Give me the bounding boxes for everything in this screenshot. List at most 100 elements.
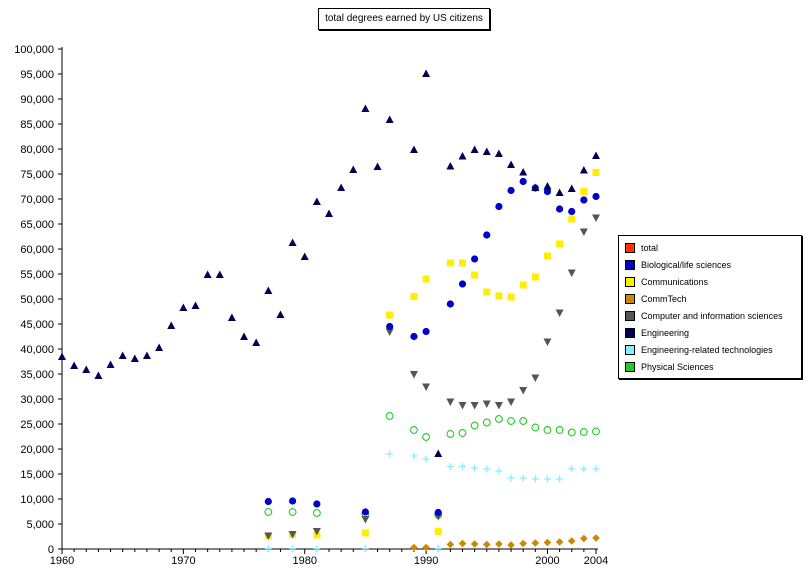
data-point xyxy=(410,452,418,460)
x-tick-label: 1980 xyxy=(292,555,316,567)
data-point xyxy=(288,531,297,539)
data-point xyxy=(313,500,321,508)
data-point xyxy=(264,508,273,516)
data-point xyxy=(361,104,370,112)
y-axis: 0 5,000 10,000 15,000 20,000 25,000 30,000 35,0… xyxy=(14,44,63,556)
y-tick-label: 15,000 xyxy=(20,469,54,481)
data-point xyxy=(422,275,430,283)
data-point xyxy=(312,509,321,517)
x-tick-label: 2000 xyxy=(535,555,559,567)
data-point xyxy=(567,269,576,277)
data-point xyxy=(568,207,576,216)
data-point xyxy=(470,540,479,548)
data-point xyxy=(531,273,539,281)
data-point xyxy=(495,292,503,300)
data-point xyxy=(531,374,540,382)
data-point xyxy=(349,165,358,173)
data-point xyxy=(507,398,516,406)
data-point xyxy=(446,398,455,406)
y-tick-label: 80,000 xyxy=(20,144,54,156)
data-point xyxy=(495,202,503,211)
data-point xyxy=(531,423,540,432)
data-point xyxy=(312,528,321,536)
data-point xyxy=(543,426,552,434)
y-tick-label: 45,000 xyxy=(20,319,54,331)
data-point xyxy=(459,463,466,470)
y-tick-label: 85,000 xyxy=(20,119,54,131)
data-point xyxy=(543,252,551,260)
legend-item-engineering: Engineering xyxy=(625,327,689,339)
data-point xyxy=(519,539,527,548)
y-tick-label: 20,000 xyxy=(20,444,54,456)
data-point xyxy=(495,540,503,548)
data-point xyxy=(482,418,491,427)
data-point xyxy=(470,402,479,410)
data-point xyxy=(507,160,516,168)
y-tick-label: 55,000 xyxy=(20,269,54,281)
data-point xyxy=(325,209,333,217)
data-point xyxy=(264,286,273,294)
data-point xyxy=(543,338,552,346)
data-point xyxy=(543,538,552,547)
data-point xyxy=(567,537,576,545)
data-point xyxy=(361,516,370,524)
y-tick-label: 25,000 xyxy=(20,419,54,431)
data-point xyxy=(227,313,236,321)
data-point xyxy=(519,417,528,425)
data-point xyxy=(580,534,588,543)
data-point xyxy=(264,532,273,540)
data-point xyxy=(519,387,528,395)
y-tick-label: 75,000 xyxy=(20,169,54,181)
legend-label: Communications xyxy=(641,277,709,287)
legend-swatch xyxy=(625,362,635,372)
y-tick-label: 70,000 xyxy=(20,194,54,206)
data-point xyxy=(555,188,564,196)
data-point xyxy=(337,183,346,191)
data-point xyxy=(106,360,115,368)
data-point xyxy=(386,311,394,319)
data-point xyxy=(434,508,442,517)
data-point xyxy=(386,322,394,331)
legend-label: Biological/life sciences xyxy=(641,260,732,270)
data-point xyxy=(118,351,127,359)
data-point xyxy=(592,192,600,201)
data-point xyxy=(446,162,455,170)
data-point xyxy=(361,545,369,552)
data-point xyxy=(446,300,454,308)
data-point xyxy=(470,145,479,153)
y-tick-label: 100,000 xyxy=(14,44,54,56)
legend-item-commtech: CommTech xyxy=(625,293,687,305)
series-commtech xyxy=(410,534,600,552)
data-point xyxy=(592,214,600,222)
data-point xyxy=(130,354,139,362)
data-point xyxy=(495,467,503,475)
x-tick-label: 2004 xyxy=(584,555,608,567)
data-point xyxy=(288,238,297,246)
data-point xyxy=(288,497,297,505)
data-point xyxy=(579,428,588,436)
y-tick-label: 30,000 xyxy=(20,394,54,406)
data-point xyxy=(519,474,527,482)
data-point xyxy=(288,508,297,516)
legend-item-biological-life-sciences: Biological/life sciences xyxy=(625,259,731,271)
data-point xyxy=(446,259,454,267)
legend-label: total xyxy=(641,243,659,253)
series-computer-and-information-sciences xyxy=(264,214,600,540)
data-point xyxy=(94,371,103,379)
legend-swatch xyxy=(625,277,635,287)
data-point xyxy=(482,147,491,155)
legend-swatch xyxy=(625,311,635,321)
data-point xyxy=(458,280,467,288)
data-point xyxy=(203,270,212,278)
data-point xyxy=(142,351,151,359)
data-point xyxy=(579,166,588,174)
legend-label: CommTech xyxy=(641,294,687,304)
data-point xyxy=(543,187,552,196)
data-point xyxy=(409,371,418,379)
y-tick-label: 40,000 xyxy=(20,344,54,356)
chart-title: total degrees earned by US citizens xyxy=(318,8,490,30)
data-point xyxy=(470,421,479,430)
data-point xyxy=(240,332,249,340)
data-point xyxy=(568,215,576,223)
data-point xyxy=(422,543,430,552)
